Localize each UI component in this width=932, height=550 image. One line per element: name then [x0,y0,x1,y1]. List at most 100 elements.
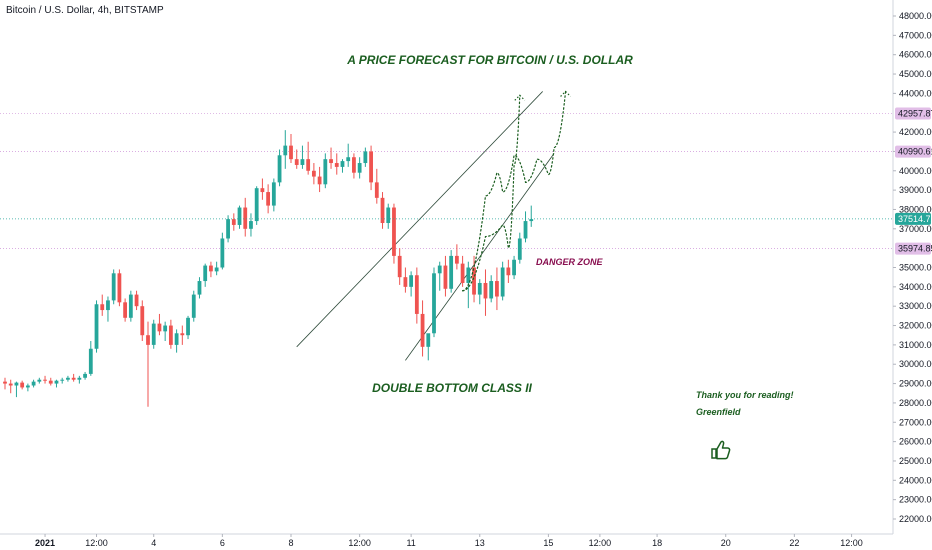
candle [369,145,373,191]
price-badge-label: 37514.72 [898,214,932,224]
price-badge-label: 40990.61 [898,147,932,157]
candle-body [512,259,516,276]
candle [134,290,139,311]
price-tick-label: 48000.00 [899,11,932,21]
price-tick-label: 30000.00 [899,359,932,369]
pattern-label: DOUBLE BOTTOM CLASS II [372,381,532,395]
candle-body [294,159,299,165]
price-tick-label: 40000.00 [899,166,932,176]
candle [254,186,259,225]
candle [294,149,299,169]
candle [48,377,53,386]
candle [489,275,494,303]
candle [357,157,362,179]
candle-body [311,170,316,177]
candle [191,290,196,322]
candle [495,267,499,311]
price-tick-label: 25000.00 [899,456,932,466]
candle [529,205,534,227]
candle-body [271,182,276,206]
candle-body [414,275,419,314]
candle [426,333,431,361]
candle [157,313,162,336]
candle-body [83,373,87,378]
candle [77,375,82,384]
price-tick-label: 42000.00 [899,127,932,137]
candle-body [31,381,36,386]
time-tick-label: 2021 [35,538,55,548]
channel-upper-line [296,91,543,348]
candle [403,267,408,293]
candle [117,269,122,307]
candle-body [454,255,459,264]
candle-body [260,188,265,193]
candle [203,263,208,287]
time-tick-label: 12:00 [348,538,371,548]
forecast-title: A PRICE FORECAST FOR BITCOIN / U.S. DOLL… [346,53,633,67]
candle-body [77,377,82,380]
candle-body [283,145,288,156]
candle-body [420,313,425,347]
candle-body [71,377,76,380]
candle-body [392,207,396,256]
time-tick-label: 18 [652,538,662,548]
candle-body [483,282,488,299]
candle-body [386,207,391,224]
time-tick-label: 11 [406,538,415,548]
candle [352,153,356,179]
price-badge [895,145,931,158]
candle-body [48,380,53,384]
price-tick-label: 47000.00 [899,30,932,40]
price-axis: 48000.00 47000.00 46000.00 45000.00 44000.00… [892,0,932,534]
price-tick-label: 22000.00 [899,514,932,524]
candle [477,279,482,305]
candle-body [489,281,494,299]
candle-body [346,157,351,162]
grid-lines [0,113,893,249]
price-badge-label: 42957.87 [898,109,932,119]
candle-body [14,382,19,386]
candle [386,203,391,229]
price-tick-label: 23000.00 [899,495,932,505]
candle-body [443,265,448,289]
candle-body [25,385,30,388]
price-tick-label: 32000.00 [899,321,932,331]
candle-body [432,273,436,334]
candle-body [317,176,322,185]
price-tick-label: 31000.00 [899,340,932,350]
candle-body [180,333,185,336]
candle [146,321,150,407]
candle [517,232,522,264]
candle-body [157,323,162,332]
candle [260,178,265,200]
candle-body [249,221,253,229]
candle [83,371,87,380]
candle [300,145,305,169]
price-tick-label: 37000.00 [899,224,932,234]
candle [317,166,322,193]
candle-body [174,333,179,345]
candle-body [197,281,202,295]
candle [334,153,339,175]
candle-body [449,255,454,289]
candle-body [529,219,534,222]
candle [392,203,396,264]
candle [523,211,528,243]
candle-body [191,294,196,318]
candle [271,178,276,212]
candle-body [186,317,190,336]
candle-body [60,379,65,381]
candle-body [226,219,230,239]
candle [249,213,253,237]
candle-body [506,267,511,276]
price-tick-label: 45000.00 [899,69,932,79]
danger-zone-label: DANGER ZONE [536,257,603,267]
candle [3,377,7,390]
candle-body [54,380,59,384]
forecast-path-b [462,90,567,292]
candle [506,259,511,283]
candle [197,277,202,299]
price-badge [895,242,931,255]
candle [31,379,36,388]
